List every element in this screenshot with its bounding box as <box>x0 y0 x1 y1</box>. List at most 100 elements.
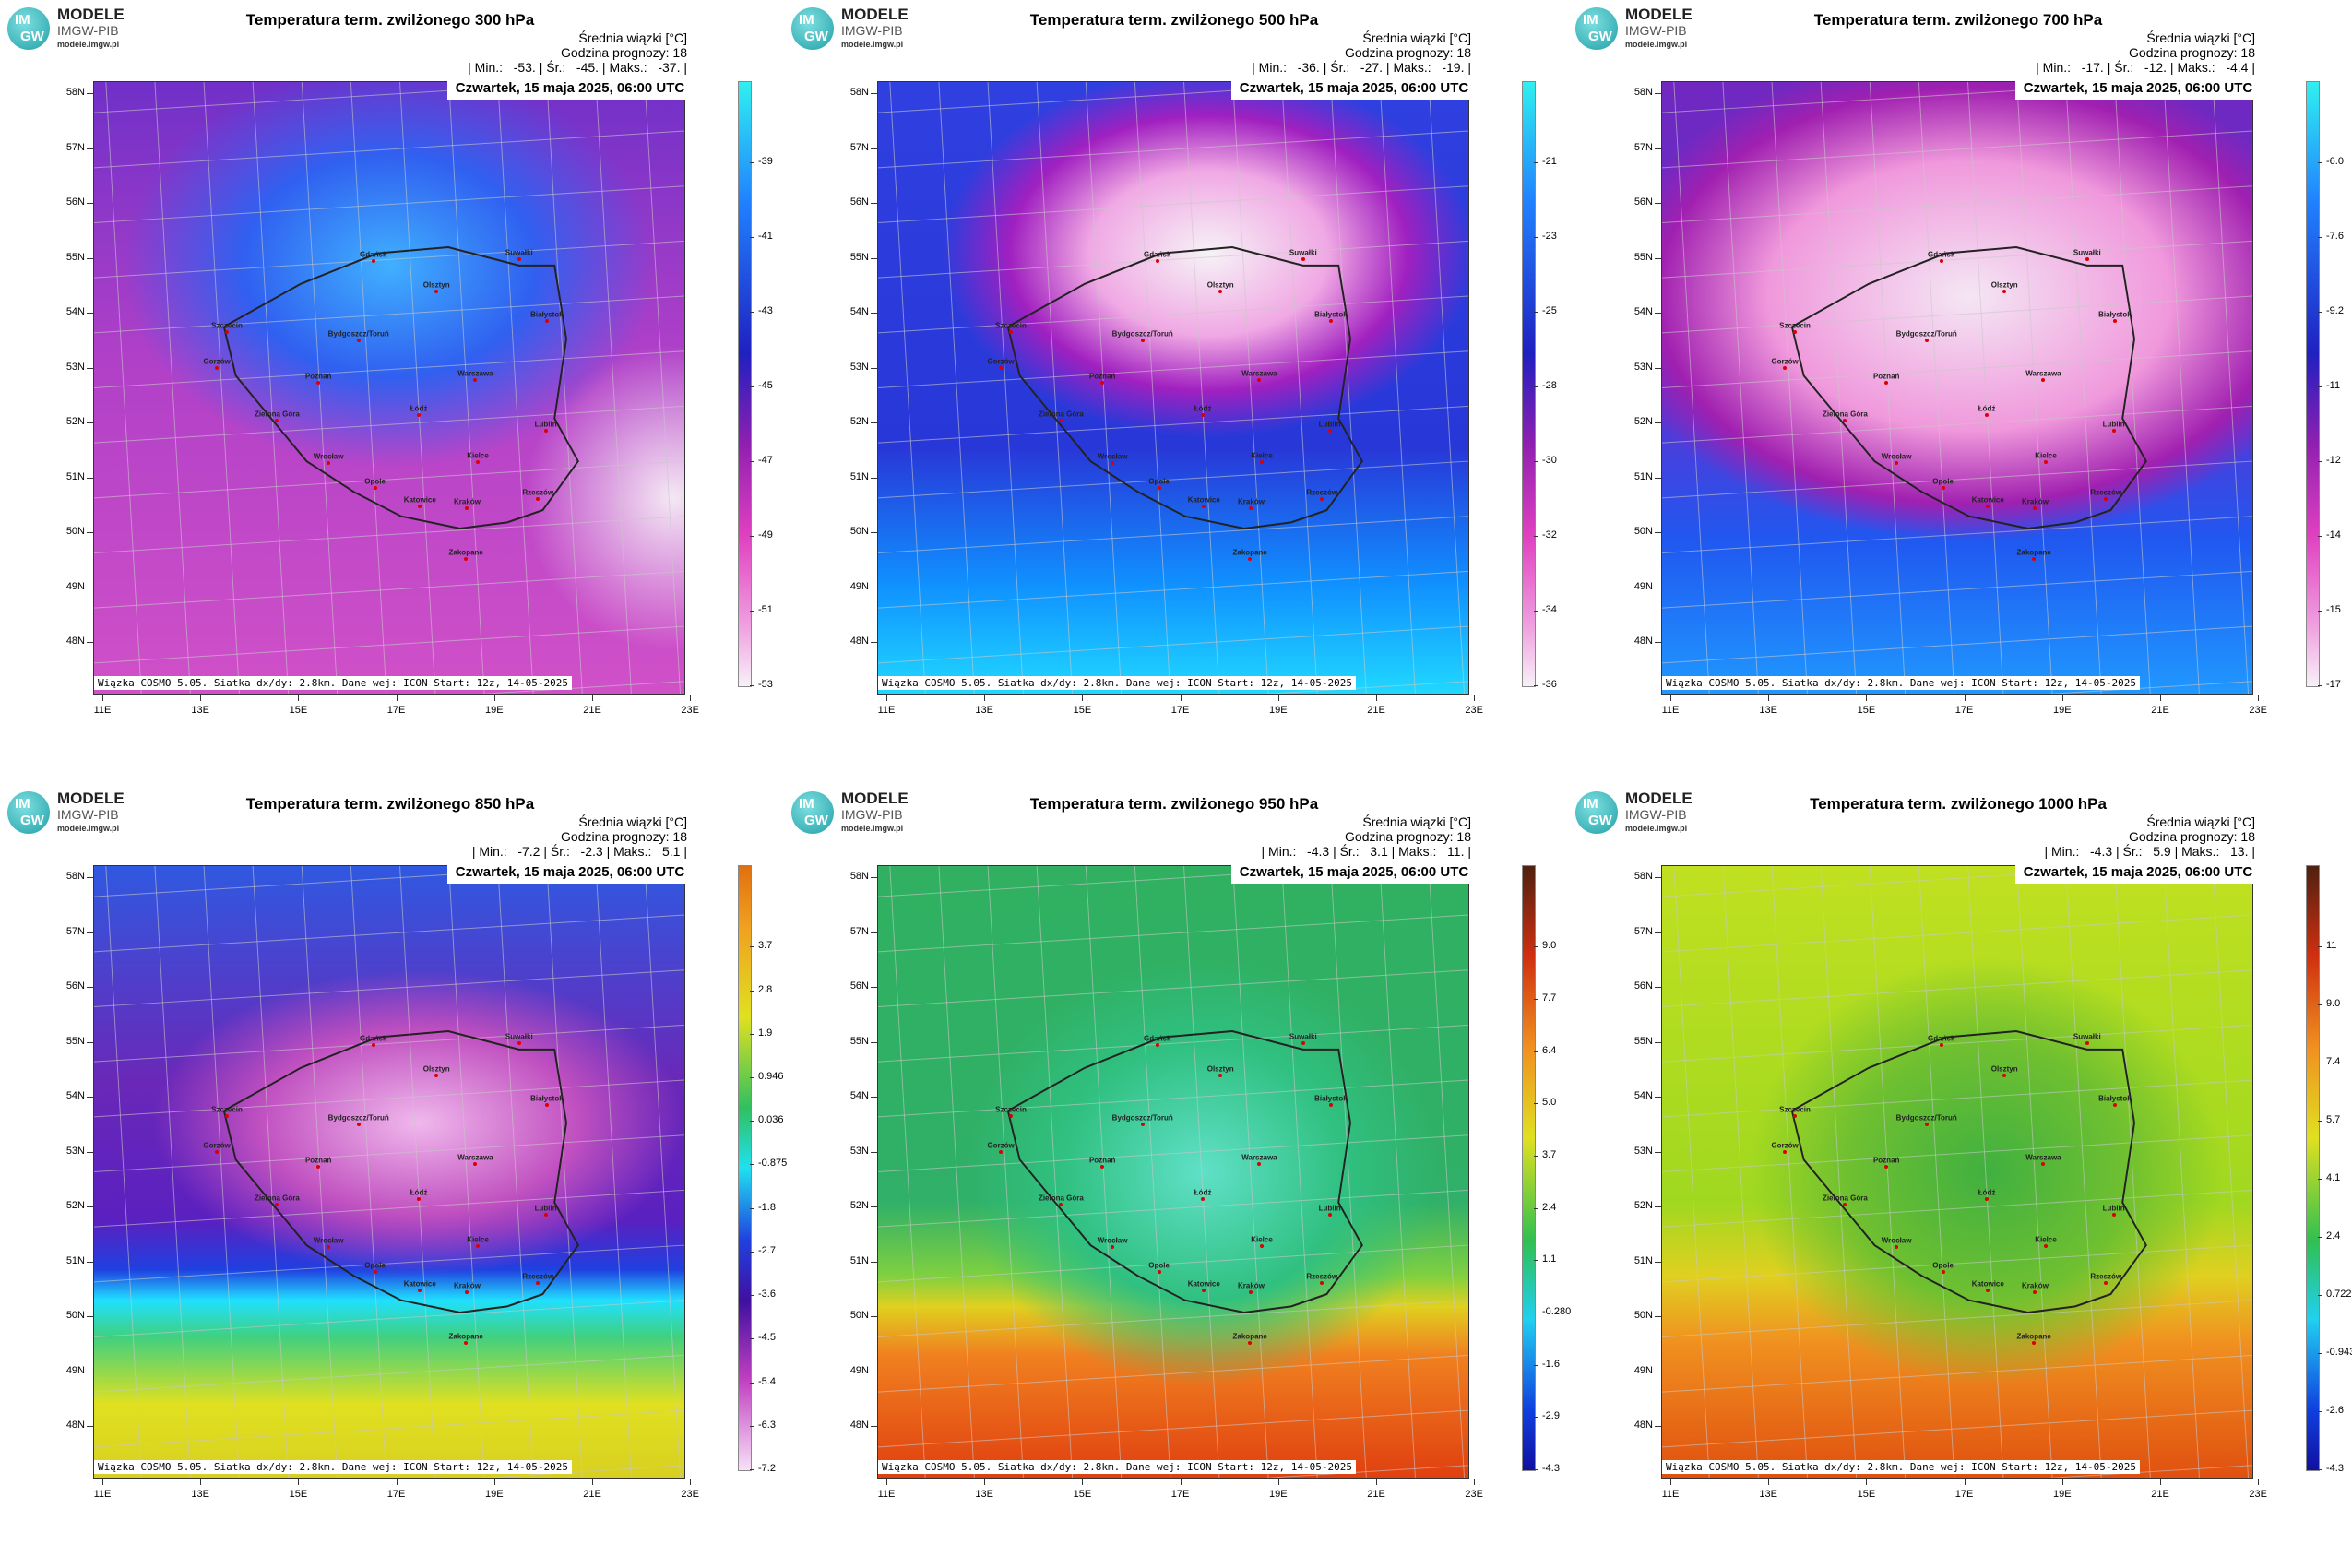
graticule <box>595 866 632 1478</box>
lat-tick <box>87 313 93 314</box>
forecast-hour: Godzina prognozy: 18 <box>2129 829 2255 844</box>
city-label: Białystok <box>1314 1094 1348 1103</box>
colorbar-tick <box>750 536 754 538</box>
city-label: Suwałki <box>2073 247 2101 256</box>
logo-url: modele.imgw.pl <box>1625 40 1688 49</box>
lat-tick <box>1655 1151 1661 1153</box>
city-label: Bydgoszcz/Toruń <box>327 329 389 339</box>
graticule <box>94 1079 684 1118</box>
lat-label: 53N <box>1633 1145 1653 1157</box>
graticule <box>94 405 684 444</box>
logo-org: IMGW-PIB <box>841 807 903 822</box>
graticule <box>987 866 1024 1478</box>
city-label: Wrocław <box>1881 1236 1912 1245</box>
city-label: Katowice <box>1971 495 2004 505</box>
colorbar-tick <box>1534 1417 1538 1419</box>
city-dot <box>1327 428 1332 433</box>
colorbar-label: 4.1 <box>2326 1172 2341 1184</box>
title: Temperatura term. zwilżonego 850 hPa <box>245 795 535 813</box>
city-dot <box>476 1243 480 1248</box>
city-label: Wrocław <box>1097 1236 1128 1245</box>
colorbar-label: -34 <box>1542 604 1557 616</box>
city-label: Gdańsk <box>1928 250 1955 259</box>
graticule <box>94 1300 684 1338</box>
panel: IM GW MODELE IMGW-PIB modele.imgw.pl Temperat… <box>1568 784 2352 1568</box>
lat-tick <box>87 477 93 479</box>
graticule <box>878 1354 1468 1393</box>
colorbar-label: -5.4 <box>758 1375 776 1387</box>
city-dot <box>275 1202 279 1206</box>
graticule <box>878 570 1468 609</box>
lat-label: 57N <box>65 141 85 153</box>
city-label: Poznań <box>1872 1155 1900 1164</box>
city-label: Zakopane <box>2016 548 2051 557</box>
date: Czwartek, 15 maja 2025, 06:00 UTC <box>2015 861 2261 884</box>
lat-tick <box>871 642 877 643</box>
lon-tick <box>200 1479 202 1485</box>
logo-org: IMGW-PIB <box>841 23 903 38</box>
lon-label: 21E <box>2151 1489 2169 1500</box>
lat-label: 55N <box>65 251 85 263</box>
lat-label: 57N <box>1633 925 1653 937</box>
lon-label: 13E <box>975 1489 993 1500</box>
graticule <box>94 82 594 113</box>
lat-label: 48N <box>65 1420 85 1431</box>
lat-tick <box>87 932 93 933</box>
city-label: Zakopane <box>1232 1332 1267 1341</box>
lat-tick <box>87 422 93 423</box>
lat-tick <box>1655 1316 1661 1317</box>
lon-label: 17E <box>1954 1489 1974 1500</box>
colorbar-tick <box>750 461 754 463</box>
city-label: Łódź <box>410 404 428 413</box>
city-label: Opole <box>364 476 386 485</box>
colorbar <box>1522 865 1536 1471</box>
graticule <box>1662 914 2252 953</box>
city-label: Kraków <box>454 1281 481 1290</box>
graticule <box>644 866 681 1478</box>
graticule <box>301 866 339 1478</box>
graticule <box>94 914 684 953</box>
city-label: Warszawa <box>2025 369 2061 378</box>
graticule <box>1330 82 1367 694</box>
city-dot <box>544 1103 549 1108</box>
city-dot <box>1100 380 1105 385</box>
colorbar-label: -17 <box>2326 679 2341 690</box>
logo-icon-top: IM <box>1583 796 1598 812</box>
lon-label: 19E <box>2053 705 2072 716</box>
city-label: Gdańsk <box>1928 1034 1955 1043</box>
lat-tick <box>1655 1426 1661 1427</box>
lon-tick <box>690 695 692 701</box>
city-label: Katowice <box>1971 1279 2004 1289</box>
city-label: Opole <box>1932 476 1954 485</box>
colorbar-label: -1.8 <box>758 1201 776 1213</box>
lat-tick <box>871 1206 877 1207</box>
logo-icon: IM GW <box>1575 7 1618 50</box>
logo-icon-bottom: GW <box>1588 813 1612 828</box>
logo-org: IMGW-PIB <box>1625 23 1687 38</box>
forecast-hour: Godzina prognozy: 18 <box>2129 45 2255 60</box>
city-dot <box>465 506 469 511</box>
city-dot <box>543 1212 548 1217</box>
city-label: Warszawa <box>2025 1153 2061 1162</box>
city-dot <box>215 365 220 370</box>
lat-label: 54N <box>65 1090 85 1101</box>
city-dot <box>1202 505 1206 509</box>
city-label: Warszawa <box>1241 369 1277 378</box>
graticule <box>1085 82 1123 694</box>
city-dot <box>434 1073 439 1077</box>
graticule <box>1183 866 1220 1478</box>
lat-tick <box>1655 148 1661 149</box>
colorbar-tick <box>2318 1469 2322 1470</box>
lat-label: 51N <box>65 470 85 482</box>
colorbar-label: -39 <box>758 156 773 168</box>
graticule <box>497 866 534 1478</box>
city-label: Szczecin <box>211 1104 243 1113</box>
lat-tick <box>871 932 877 933</box>
logo-org: IMGW-PIB <box>1625 807 1687 822</box>
city-label: Wrocław <box>313 452 344 461</box>
colorbar-tick <box>750 1338 754 1340</box>
city-dot <box>2033 506 2037 511</box>
lat-tick <box>87 257 93 259</box>
map-lines <box>878 82 1468 694</box>
map: Gdańsk Olsztyn Suwałki Białystok Bydgoszcz/T… <box>1661 81 2253 695</box>
